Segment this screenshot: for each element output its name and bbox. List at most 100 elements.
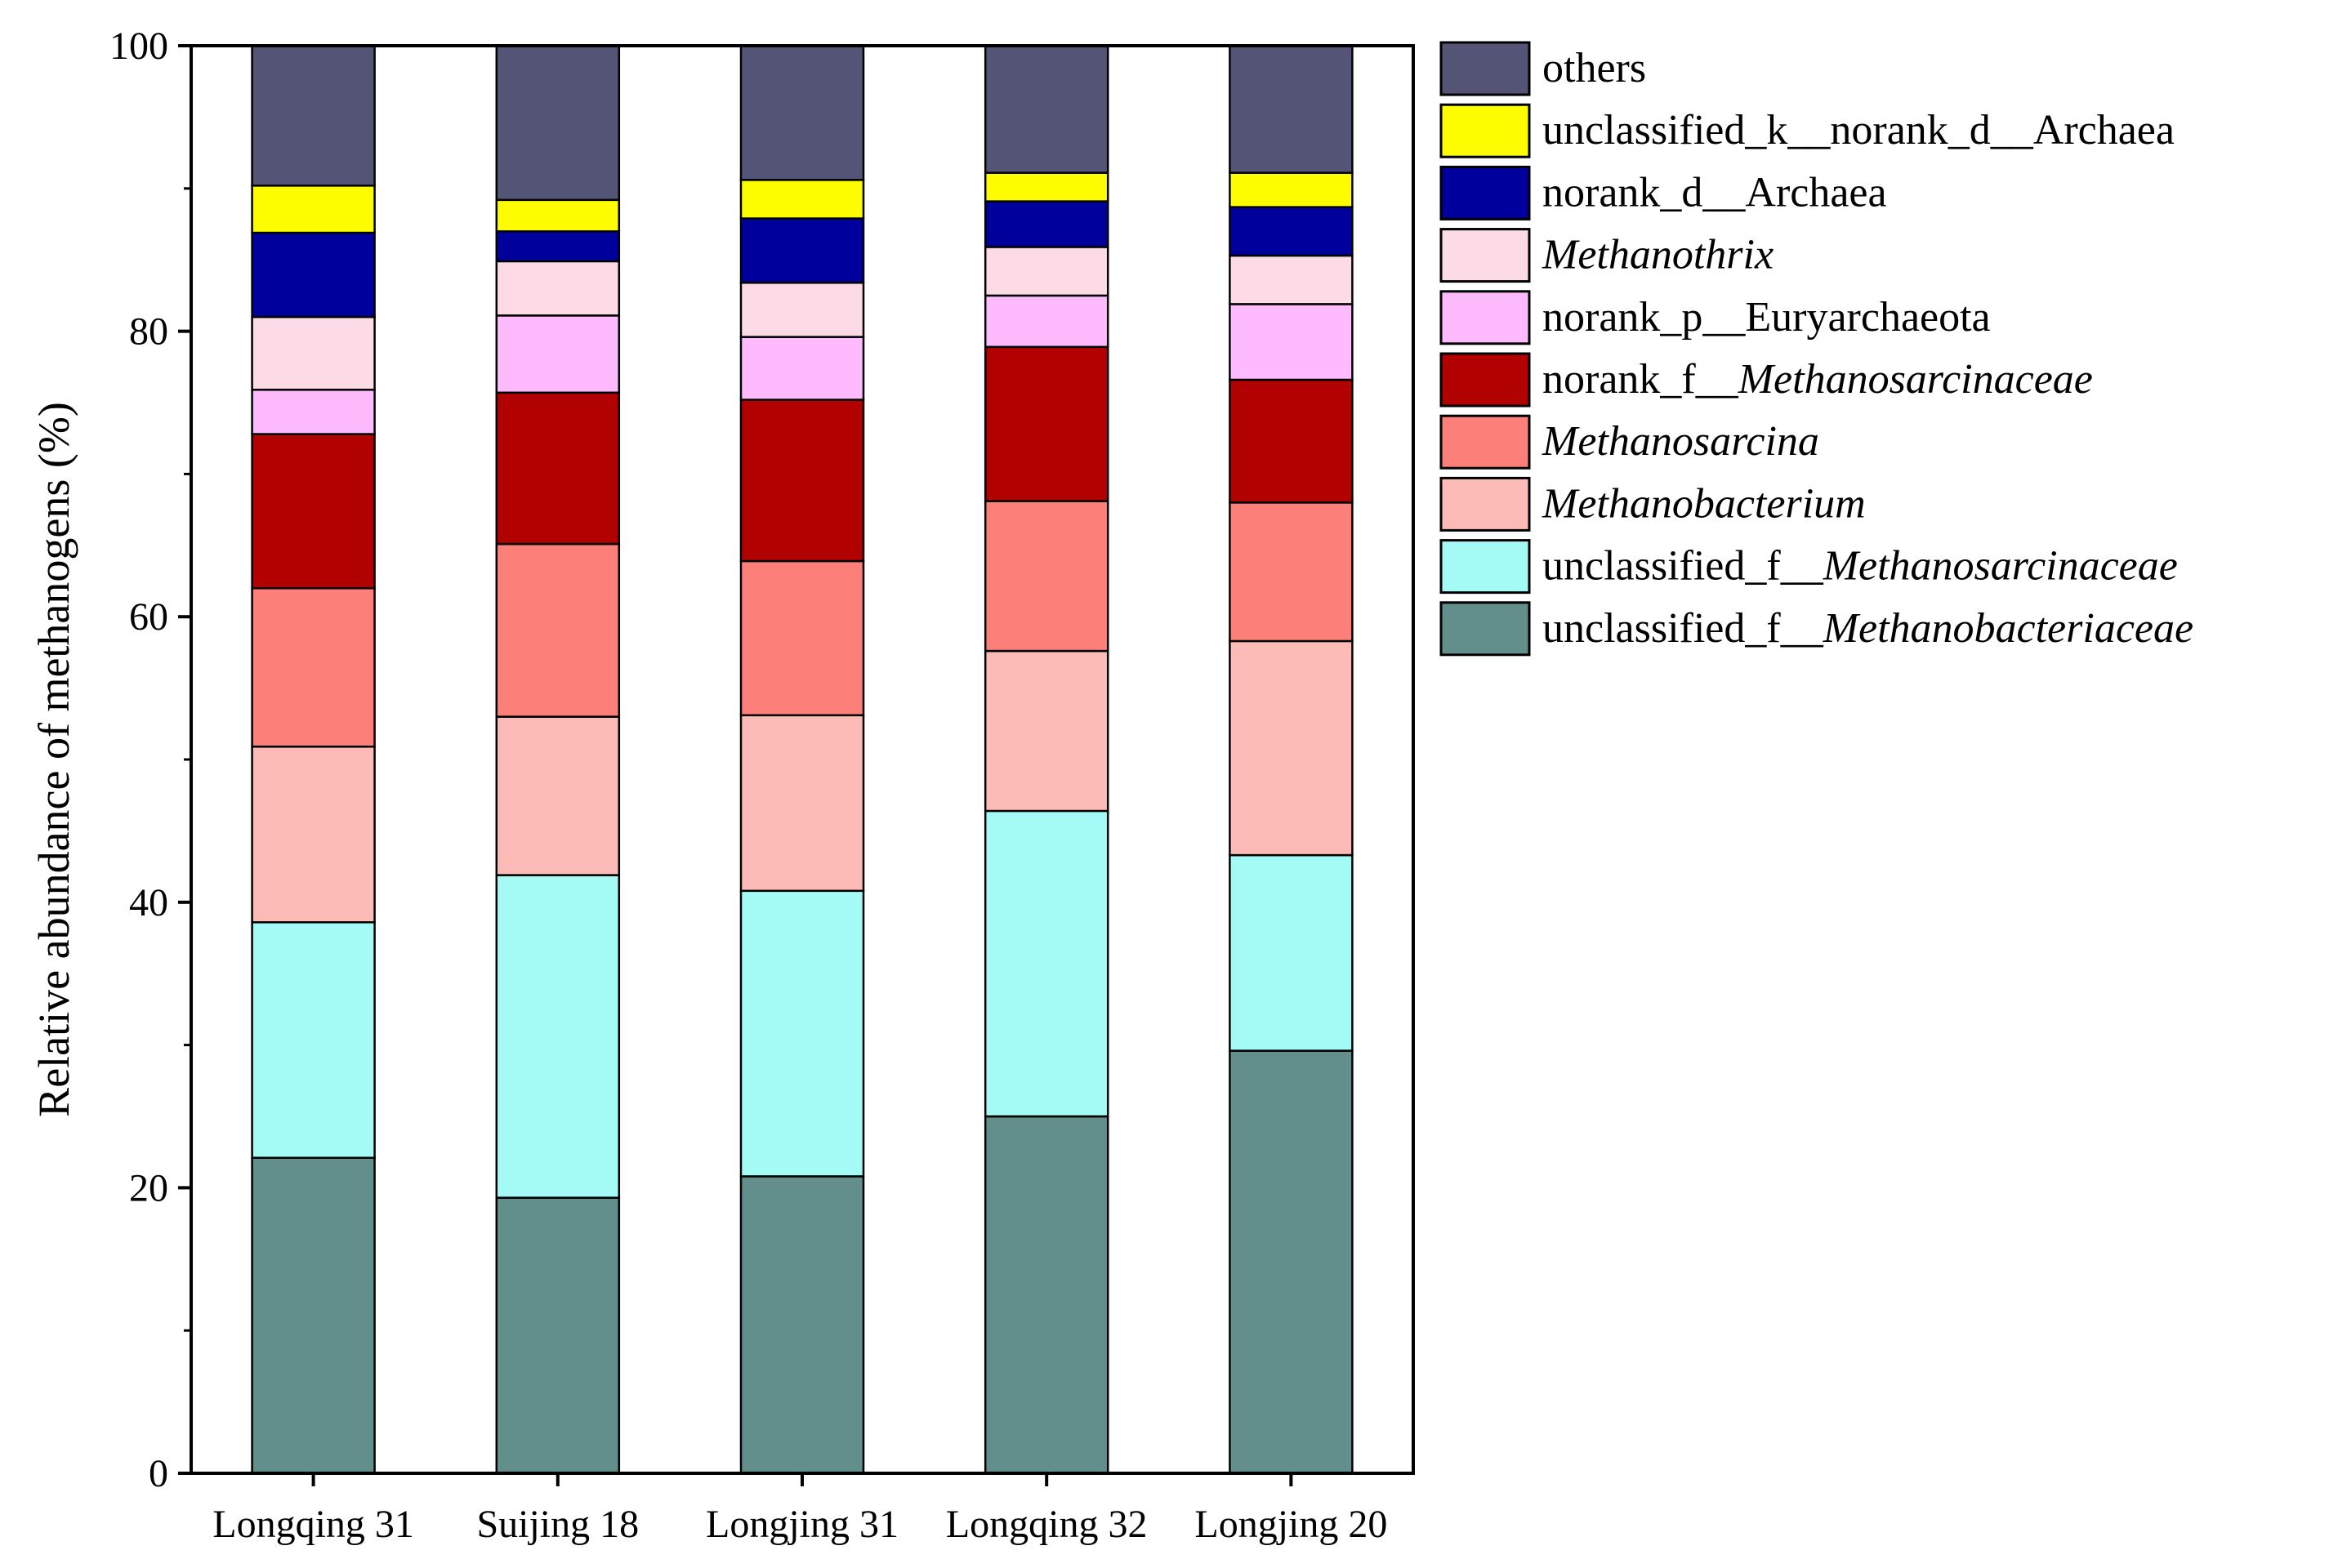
bar-segment xyxy=(984,246,1109,297)
y-axis-title: Relative abundance of methanogens (%) xyxy=(29,402,78,1117)
x-tick-label: Longqing 32 xyxy=(946,1503,1148,1546)
legend-label-plain: norank_f__ xyxy=(1542,356,1739,403)
legend-label: others xyxy=(1542,45,1646,91)
bar-segment xyxy=(251,231,376,318)
bar-segment xyxy=(984,500,1109,653)
bar-segment xyxy=(251,921,376,1159)
x-tick-label: Longjing 31 xyxy=(706,1503,899,1546)
legend-swatch xyxy=(1439,539,1531,595)
bar-segment xyxy=(984,172,1109,203)
legend-swatch xyxy=(1439,476,1531,532)
bar-segment xyxy=(984,649,1109,813)
legend-swatch xyxy=(1439,103,1531,158)
legend-label: norank_d__Archaea xyxy=(1542,169,1887,216)
bar-segment xyxy=(984,294,1109,349)
bar-segment xyxy=(251,433,376,590)
bar-segment xyxy=(739,559,865,717)
bar-segment xyxy=(1229,303,1354,381)
bar-segment xyxy=(739,336,865,401)
bar-segment xyxy=(495,198,621,233)
y-tick-label: 0 xyxy=(149,1452,168,1495)
legend-label-italic: Methanosarcinaceae xyxy=(1823,543,2178,590)
legend-swatch xyxy=(1439,601,1531,657)
legend-swatch xyxy=(1439,165,1531,220)
legend-label: Methanobacterium xyxy=(1542,480,1866,527)
bar-segment xyxy=(1229,44,1354,174)
bar-segment xyxy=(1229,254,1354,305)
legend-label: Methanosarcina xyxy=(1542,418,1819,465)
legend: others unclassified_k__norank_d__Archaean… xyxy=(1439,41,2193,657)
x-axis: Longqing 31 Suijing 18 Longjing 31 Longqing… xyxy=(212,1473,1387,1546)
bar-segment xyxy=(251,185,376,234)
legend-label-plain: norank_p__Euryarchaeota xyxy=(1542,294,1991,341)
bar-segment xyxy=(495,44,621,202)
bar-segment xyxy=(495,314,621,394)
legend-label-plain: others xyxy=(1542,45,1646,91)
legend-swatch xyxy=(1439,228,1531,283)
legend-label-italic: Methanothrix xyxy=(1542,232,1774,278)
bar-segment xyxy=(251,586,376,748)
y-tick-label: 60 xyxy=(129,595,168,639)
y-tick-label: 40 xyxy=(129,881,168,924)
bar-segment xyxy=(739,399,865,563)
bar-segment xyxy=(739,889,865,1178)
bar-segment xyxy=(495,874,621,1199)
bar-segment xyxy=(984,345,1109,502)
bar-segment xyxy=(495,260,621,317)
y-tick-label: 100 xyxy=(109,24,168,68)
bar-segment xyxy=(739,281,865,338)
bar-segment xyxy=(1229,853,1354,1052)
bar-segment xyxy=(251,44,376,187)
legend-label: unclassified_f__Methanobacteriaceae xyxy=(1542,605,2193,652)
bar-segment xyxy=(984,1115,1109,1475)
legend-label-plain: unclassified_f__ xyxy=(1542,543,1824,590)
legend-swatch xyxy=(1439,290,1531,345)
bar-segment xyxy=(251,315,376,391)
legend-label-italic: Methanosarcinaceae xyxy=(1738,356,2093,403)
bar-segment xyxy=(251,1156,376,1475)
legend-label-plain: unclassified_k__norank_d__Archaea xyxy=(1542,107,2175,154)
legend-label-plain: unclassified_f__ xyxy=(1542,605,1824,652)
bar-segment xyxy=(1229,172,1354,208)
bar-segment xyxy=(1229,501,1354,643)
bar-segment xyxy=(739,217,865,284)
bar-segment xyxy=(251,746,376,924)
bar-segment xyxy=(495,1196,621,1475)
bar-segment xyxy=(739,44,865,181)
legend-swatch xyxy=(1439,352,1531,408)
bar-segment xyxy=(251,389,376,435)
legend-label: Methanothrix xyxy=(1542,232,1774,278)
bar-segment xyxy=(495,715,621,876)
legend-label: unclassified_f__Methanosarcinaceae xyxy=(1542,543,2178,590)
legend-label-plain: norank_d__Archaea xyxy=(1542,169,1887,216)
y-tick-label: 20 xyxy=(129,1166,168,1209)
y-axis: 0 20 40 60 80 100 xyxy=(109,24,191,1495)
x-tick-label: Suijing 18 xyxy=(476,1503,639,1546)
legend-label: norank_p__Euryarchaeota xyxy=(1542,294,1991,341)
bar-segment xyxy=(495,542,621,718)
bar-segment xyxy=(1229,639,1354,857)
legend-label-italic: Methanosarcina xyxy=(1542,418,1819,465)
bar-segment xyxy=(984,200,1109,248)
bar-segment xyxy=(495,229,621,263)
legend-label-italic: Methanobacteriaceae xyxy=(1823,605,2193,652)
bar-segment xyxy=(1229,378,1354,504)
x-tick-label: Longqing 31 xyxy=(212,1503,414,1546)
legend-swatch xyxy=(1439,41,1531,96)
bar-segment xyxy=(739,714,865,893)
legend-label: norank_f__Methanosarcinaceae xyxy=(1542,356,2093,403)
bar-segment xyxy=(1229,206,1354,257)
bar-segment xyxy=(739,1175,865,1475)
legend-label: unclassified_k__norank_d__Archaea xyxy=(1542,107,2175,154)
x-tick-label: Longjing 20 xyxy=(1194,1503,1387,1546)
legend-label-italic: Methanobacterium xyxy=(1542,480,1866,527)
legend-swatch xyxy=(1439,414,1531,470)
y-tick-label: 80 xyxy=(129,310,168,354)
bars-group xyxy=(251,44,1354,1475)
bar-segment xyxy=(495,391,621,546)
bar-segment xyxy=(739,179,865,220)
bar-segment xyxy=(1229,1049,1354,1475)
bar-segment xyxy=(984,809,1109,1118)
bar-segment xyxy=(984,44,1109,174)
